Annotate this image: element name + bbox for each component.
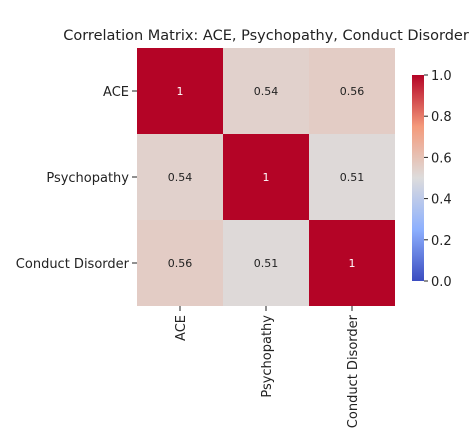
- cell-value-label: 1: [177, 85, 184, 98]
- heatmap-cell: [223, 134, 309, 220]
- row-label: Conduct Disorder: [16, 257, 130, 272]
- heatmap-cell: [309, 220, 395, 306]
- heatmap-cell: [309, 134, 395, 220]
- heatmap-cell: [137, 48, 223, 134]
- colorbar-tick-label: 0.6: [431, 151, 452, 166]
- heatmap-cell: [223, 48, 309, 134]
- heatmap-cell-labels: 1 0.54 0.56 0.54 1 0.51 0.56 0.51 1: [168, 85, 365, 270]
- heatmap-cell: [137, 134, 223, 220]
- heatmap-cells: [137, 48, 395, 306]
- column-label: ACE: [174, 315, 189, 341]
- heatmap-cell: [309, 48, 395, 134]
- row-labels: ACE Psychopathy Conduct Disorder: [16, 85, 137, 272]
- cell-value-label: 0.54: [168, 171, 193, 184]
- chart-title: Correlation Matrix: ACE, Psychopathy, Co…: [63, 28, 469, 44]
- column-label: Psychopathy: [260, 315, 275, 398]
- colorbar-tick-label: 1.0: [431, 69, 452, 84]
- colorbar: 0.0 0.2 0.4 0.6 0.8 1.0: [412, 69, 452, 290]
- colorbar-gradient: [412, 75, 424, 281]
- heatmap-cell: [223, 220, 309, 306]
- cell-value-label: 0.56: [168, 257, 193, 270]
- cell-value-label: 0.51: [340, 171, 365, 184]
- column-labels: ACE Psychopathy Conduct Disorder: [174, 306, 361, 428]
- column-label: Conduct Disorder: [346, 314, 361, 428]
- cell-value-label: 0.51: [254, 257, 279, 270]
- colorbar-tick-label: 0.2: [431, 234, 452, 249]
- colorbar-tick-label: 0.0: [431, 275, 452, 290]
- heatmap-cell: [137, 220, 223, 306]
- cell-value-label: 0.56: [340, 85, 365, 98]
- colorbar-tick-label: 0.8: [431, 110, 452, 125]
- row-label: ACE: [103, 85, 129, 100]
- cell-value-label: 1: [263, 171, 270, 184]
- cell-value-label: 0.54: [254, 85, 279, 98]
- colorbar-tick-label: 0.4: [431, 193, 452, 208]
- row-label: Psychopathy: [46, 171, 129, 186]
- cell-value-label: 1: [349, 257, 356, 270]
